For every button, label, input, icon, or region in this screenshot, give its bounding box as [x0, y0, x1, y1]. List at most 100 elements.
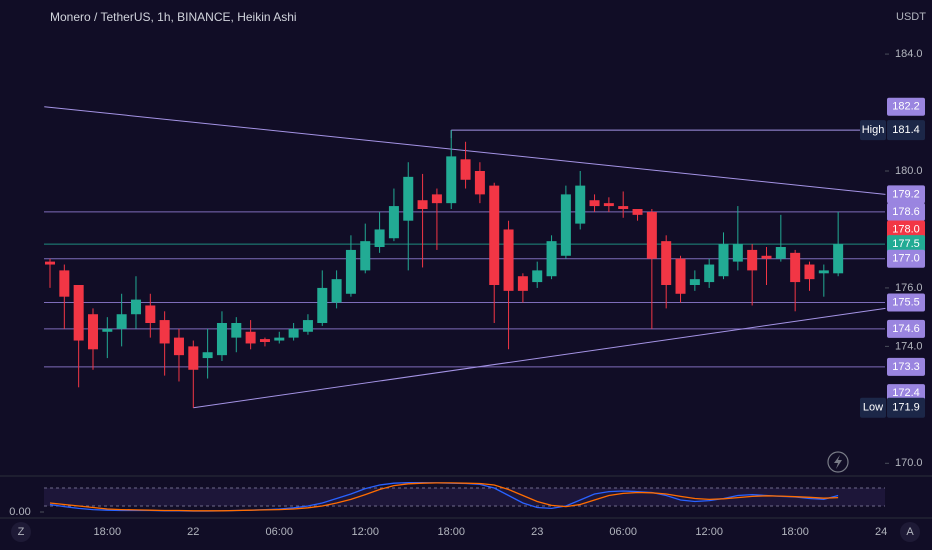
candle-body	[747, 249, 758, 271]
candle-body	[87, 314, 98, 350]
price-tag	[887, 384, 925, 403]
price-tag	[887, 220, 925, 239]
candle-body	[388, 206, 399, 239]
price-tag-label: 172.4	[892, 387, 920, 399]
candle-body	[689, 279, 700, 285]
x-tick-label: 18:00	[437, 526, 465, 538]
x-tick-label: 24	[875, 526, 887, 538]
candle-body	[532, 270, 543, 283]
candle-body	[231, 323, 242, 338]
candle-body	[790, 252, 801, 283]
alert-circle[interactable]	[827, 451, 849, 473]
price-tag	[887, 235, 925, 254]
candle-body	[259, 339, 270, 342]
candle-body	[403, 176, 414, 221]
candle-body	[818, 270, 829, 274]
candle-body	[202, 352, 213, 359]
candle-body	[775, 247, 786, 259]
price-tag	[887, 185, 925, 204]
candle-body	[489, 185, 500, 285]
candle-body	[216, 323, 227, 356]
x-tick-label: 12:00	[351, 526, 379, 538]
right-button[interactable]: A	[900, 522, 920, 542]
price-tag-label: 173.3	[892, 361, 920, 373]
candle-body	[116, 314, 127, 329]
y-tick-label: 180.0	[895, 165, 923, 177]
marker-name-bg	[860, 120, 886, 141]
candle-body	[460, 159, 471, 180]
price-tag-label: 179.2	[892, 188, 920, 200]
candle-body	[732, 244, 743, 262]
candle-body	[661, 241, 672, 285]
candle-body	[173, 337, 184, 356]
candle-body	[59, 270, 70, 297]
x-tick-label: 12:00	[695, 526, 723, 538]
button-label[interactable]: Z	[18, 526, 25, 538]
y-tick-label: 0.00	[9, 506, 30, 518]
x-tick-label: 06:00	[609, 526, 637, 538]
chart-title: Monero / TetherUS, 1h, BINANCE, Heikin A…	[50, 10, 297, 24]
candle-body	[646, 211, 657, 259]
candle-body	[102, 328, 113, 332]
x-tick-label: 18:00	[781, 526, 809, 538]
candle-body	[317, 287, 328, 323]
marker-name-bg	[860, 397, 886, 418]
candle-body	[503, 229, 514, 291]
button-bg[interactable]	[11, 522, 31, 542]
candle-body	[474, 171, 485, 195]
marker-tag	[887, 120, 925, 141]
candle-body	[274, 337, 285, 341]
x-tick-label: 06:00	[266, 526, 294, 538]
candle-body	[618, 206, 629, 209]
candle-body	[45, 261, 55, 265]
candle-body	[833, 244, 844, 274]
x-tick-label: 23	[531, 526, 543, 538]
button-bg[interactable]	[900, 522, 920, 542]
x-tick-label: 18:00	[94, 526, 122, 538]
y-tick-label: 184.0	[895, 48, 923, 60]
price-tag-label: 175.5	[892, 296, 920, 308]
candle-body	[589, 200, 600, 207]
trend-line	[44, 106, 886, 195]
candle-body	[546, 241, 557, 277]
candle-body	[517, 276, 528, 291]
candle-body	[431, 194, 442, 204]
price-tag-label: 174.6	[892, 323, 920, 335]
candle-body	[804, 264, 815, 280]
candle-body	[245, 331, 256, 344]
y-tick-label: 174.0	[895, 340, 923, 352]
candle-body	[446, 156, 457, 204]
candle-body	[331, 279, 342, 303]
unit-label: USDT	[896, 11, 926, 23]
candle-body	[345, 249, 356, 294]
button-label[interactable]: A	[906, 526, 914, 538]
candle-body	[288, 328, 299, 338]
candle-body	[575, 185, 586, 224]
price-tag-label: 178.6	[892, 206, 920, 218]
candle-body	[188, 346, 199, 370]
marker-tag	[887, 397, 925, 418]
y-tick-label: 176.0	[895, 282, 923, 294]
price-tag-label: 177.5	[892, 238, 920, 250]
price-tag	[887, 293, 925, 312]
price-tag-label: 182.2	[892, 101, 920, 113]
candle-body	[603, 203, 614, 207]
candle-body	[704, 264, 715, 283]
marker-value: 171.9	[892, 402, 920, 414]
price-tag	[887, 319, 925, 338]
candle-body	[560, 194, 571, 256]
candle-body	[360, 241, 371, 271]
candle-body	[374, 229, 385, 247]
left-button[interactable]: Z	[11, 522, 31, 542]
x-tick-label: 22	[187, 526, 199, 538]
alert-bolt[interactable]	[834, 455, 842, 469]
candle-body	[145, 305, 156, 323]
alert-icon[interactable]	[827, 451, 849, 473]
price-tag	[887, 97, 925, 116]
price-tag-label: 177.0	[892, 253, 920, 265]
y-tick-label: 170.0	[895, 457, 923, 469]
oscillator-line	[49, 482, 839, 512]
